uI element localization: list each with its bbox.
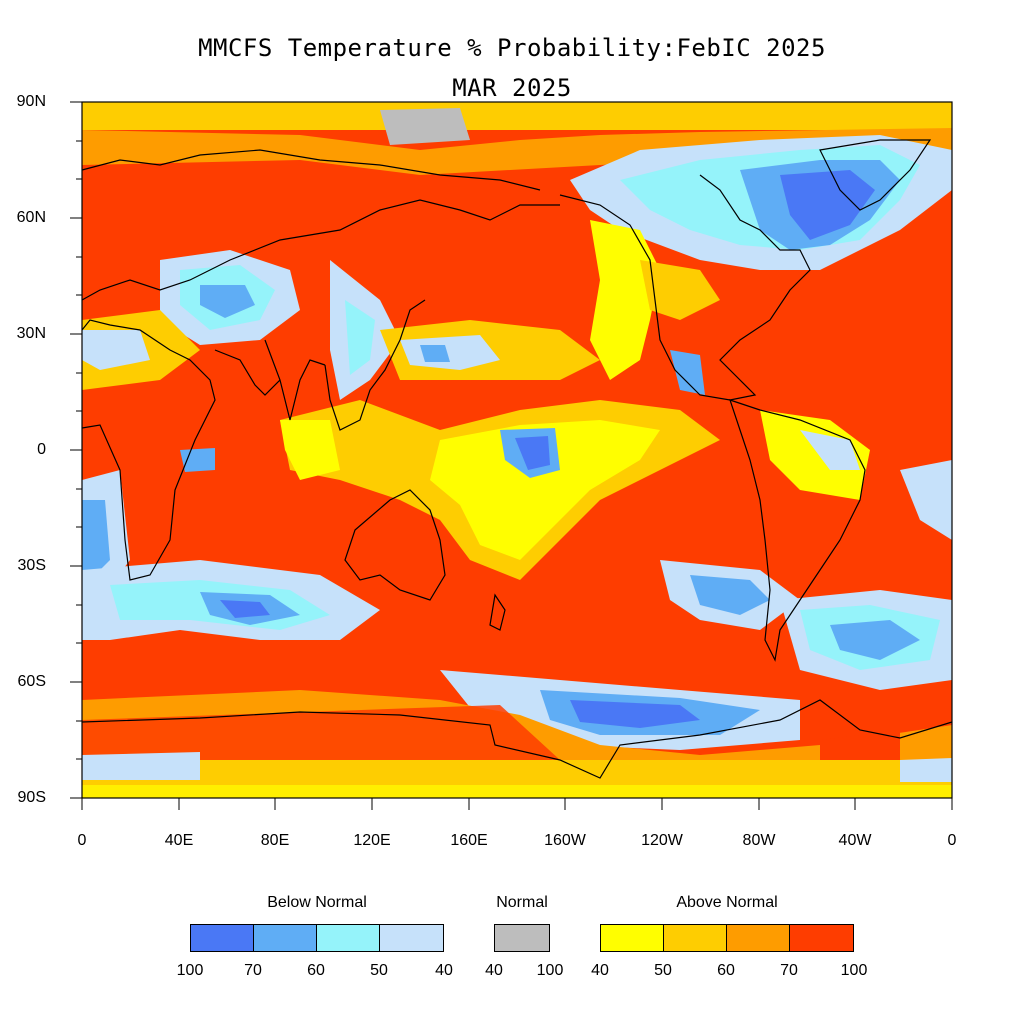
map-title: MMCFS Temperature % Probability:FebIC 20… bbox=[198, 34, 826, 62]
legend-swatch-below-100-70 bbox=[190, 924, 254, 952]
map-subtitle: MAR 2025 bbox=[452, 74, 572, 102]
x-label-120w: 120W bbox=[641, 832, 683, 849]
legend-swatch-above-50-60 bbox=[663, 924, 727, 952]
axis-ticks bbox=[70, 101, 953, 810]
legend-tick: 40 bbox=[435, 962, 453, 979]
x-label-80e: 80E bbox=[260, 832, 290, 849]
legend-tick: 50 bbox=[654, 962, 672, 979]
x-label-0: 0 bbox=[77, 832, 87, 849]
legend-swatch-normal bbox=[494, 924, 550, 952]
y-label-60s: 60S bbox=[17, 673, 46, 690]
legend-tick: 100 bbox=[536, 962, 564, 979]
x-label-40w: 40W bbox=[838, 832, 872, 849]
y-label-30s: 30S bbox=[17, 557, 46, 574]
legend-tick: 70 bbox=[244, 962, 262, 979]
legend-swatch-above-70-100 bbox=[789, 924, 854, 952]
y-label-90n: 90N bbox=[16, 93, 46, 110]
y-label-eq: 0 bbox=[37, 441, 46, 458]
legend-tick: 100 bbox=[176, 962, 204, 979]
legend-tick: 50 bbox=[370, 962, 388, 979]
y-label-30n: 30N bbox=[16, 325, 46, 342]
x-label-80w: 80W bbox=[742, 832, 776, 849]
legend-below-label: Below Normal bbox=[267, 894, 367, 911]
legend-tick: 100 bbox=[840, 962, 868, 979]
x-label-120e: 120E bbox=[353, 832, 391, 849]
legend-swatch-below-50-40 bbox=[379, 924, 444, 952]
legend-swatch-below-60-50 bbox=[316, 924, 380, 952]
y-label-60n: 60N bbox=[16, 209, 46, 226]
legend-swatch-above-60-70 bbox=[726, 924, 790, 952]
x-label-0-end: 0 bbox=[947, 832, 957, 849]
legend-tick: 60 bbox=[307, 962, 325, 979]
legend-tick: 60 bbox=[717, 962, 735, 979]
y-label-90s: 90S bbox=[17, 789, 46, 806]
x-label-160w: 160W bbox=[544, 832, 586, 849]
coastlines bbox=[81, 139, 953, 779]
legend-tick: 40 bbox=[591, 962, 609, 979]
x-label-160e: 160E bbox=[450, 832, 488, 849]
x-label-40e: 40E bbox=[164, 832, 194, 849]
map-field bbox=[82, 102, 952, 798]
legend-tick: 40 bbox=[485, 962, 503, 979]
legend-normal-label: Normal bbox=[496, 894, 548, 911]
legend-tick: 70 bbox=[780, 962, 798, 979]
legend-above-label: Above Normal bbox=[676, 894, 778, 911]
legend-swatch-below-70-60 bbox=[253, 924, 317, 952]
legend-swatch-above-40-50 bbox=[600, 924, 664, 952]
